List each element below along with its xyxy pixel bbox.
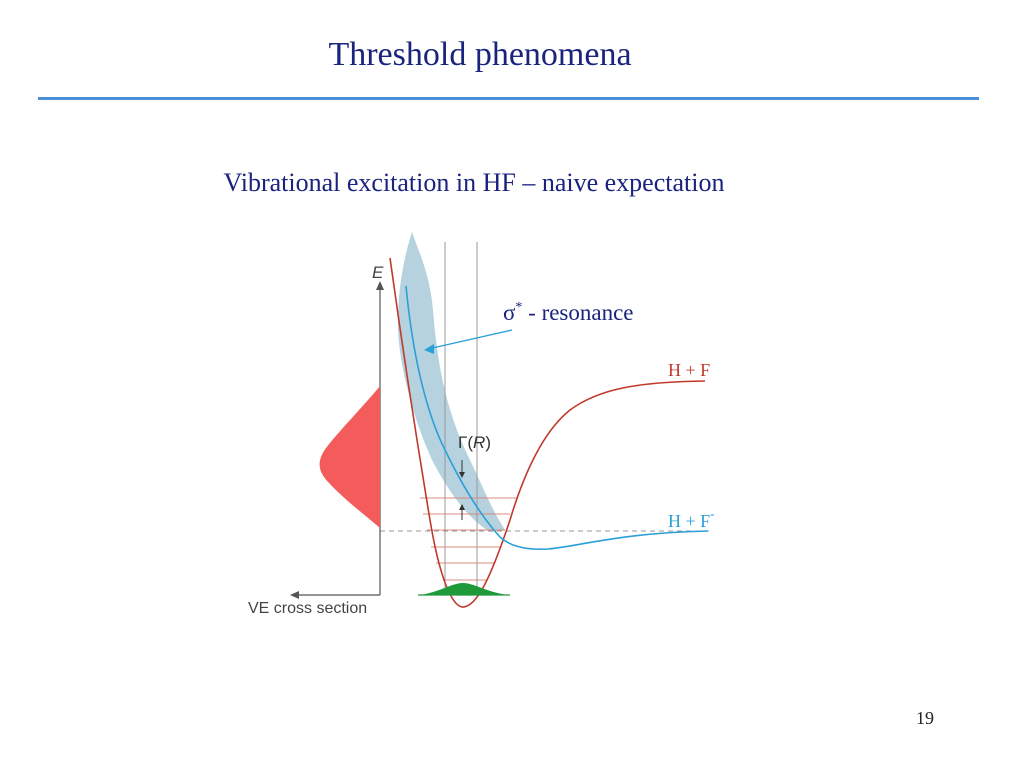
page-number: 19 [916, 708, 934, 728]
resonance-width-band [397, 232, 505, 532]
anion-potential-curve [405, 285, 709, 551]
anion-asymptote-label: H + F- [668, 506, 715, 531]
gamma-arrow-up-head [459, 504, 465, 510]
ve-cross-section-peak [319, 386, 380, 528]
resonance-pointer-arrowhead [424, 344, 434, 354]
resonance-label: σ* - resonance [503, 300, 634, 325]
ve-axis-arrowhead [290, 591, 299, 599]
gamma-arrow-down-head [459, 472, 465, 478]
ve-axis-label: VE cross section [248, 600, 367, 617]
neutral-asymptote-label: H + F [668, 360, 710, 380]
resonance-pointer-line [427, 329, 513, 350]
energy-axis-arrowhead [376, 281, 384, 290]
energy-axis-label: E [372, 263, 384, 282]
title-divider [38, 97, 979, 100]
gamma-width-label: Γ(R) [458, 433, 491, 452]
ground-state-wavefunction [420, 583, 508, 595]
neutral-potential-curve [389, 257, 706, 608]
vibrational-levels [420, 497, 517, 581]
slide-title: Threshold phenomena [328, 36, 632, 73]
slide-subtitle: Vibrational excitation in HF – naive exp… [223, 168, 725, 197]
